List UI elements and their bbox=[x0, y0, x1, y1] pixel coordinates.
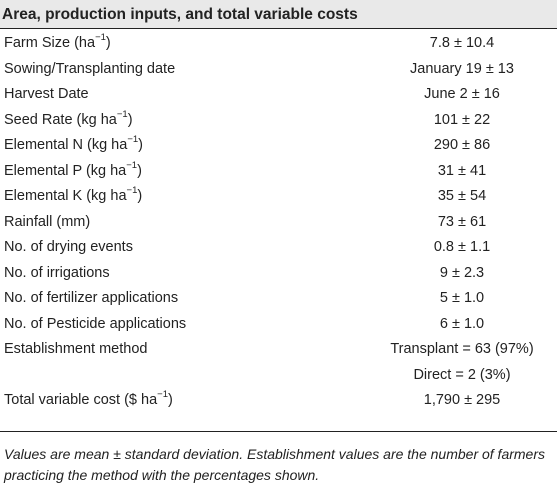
row-value: 6 ± 1.0 bbox=[439, 315, 485, 332]
row-value: June 2 ± 16 bbox=[424, 86, 500, 102]
row-label: Elemental N (kg ha−1) bbox=[4, 133, 143, 159]
row-value: 9 ± 2.3 bbox=[439, 264, 485, 281]
row-value: 1,790 ± 295 bbox=[423, 392, 501, 408]
table-row: Elemental P (kg ha−1) 31 ± 41 bbox=[0, 159, 557, 185]
row-label: Elemental P (kg ha−1) bbox=[4, 159, 142, 185]
table-row: Farm Size (ha−1) 7.8 ± 10.4 bbox=[0, 31, 557, 57]
table-row: Rainfall (mm) 73 ± 61 bbox=[0, 210, 557, 236]
table-row: No. of Pesticide applications 6 ± 1.0 bbox=[0, 312, 557, 338]
row-label: No. of drying events bbox=[4, 235, 133, 261]
row-label-superscript: −1 bbox=[116, 108, 128, 120]
table-body: Farm Size (ha−1) 7.8 ± 10.4 Sowing/Transpl… bbox=[0, 31, 557, 414]
row-label-text: Sowing/Transplanting date bbox=[4, 60, 176, 77]
row-label-text: Elemental P (kg ha bbox=[4, 162, 127, 179]
row-label-suffix: ) bbox=[105, 35, 111, 51]
row-label: Total variable cost ($ ha−1) bbox=[4, 388, 173, 414]
table-row: Establishment method Transplant = 63 (97%… bbox=[0, 337, 557, 363]
row-label-text: Rainfall (mm) bbox=[4, 213, 91, 230]
row-label: Rainfall (mm) bbox=[4, 210, 90, 236]
table-row: No. of irrigations 9 ± 2.3 bbox=[0, 261, 557, 287]
table-footnote: Values are mean ± standard deviation. Es… bbox=[4, 446, 546, 483]
row-value: January 19 ± 13 bbox=[410, 60, 514, 77]
row-label-text: No. of drying events bbox=[4, 239, 133, 255]
table-row: Direct = 2 (3%) bbox=[0, 363, 557, 389]
row-label-superscript: −1 bbox=[127, 134, 139, 146]
table-row: Elemental K (kg ha−1) 35 ± 54 bbox=[0, 184, 557, 210]
row-label: Sowing/Transplanting date bbox=[4, 57, 175, 83]
row-label-superscript: −1 bbox=[126, 185, 138, 197]
row-label-text: Farm Size (ha bbox=[4, 35, 96, 51]
table-title: Area, production inputs, and total varia… bbox=[2, 6, 358, 23]
row-label-text: Elemental N (kg ha bbox=[4, 137, 128, 153]
row-value: 5 ± 1.0 bbox=[439, 290, 485, 306]
row-label: Elemental K (kg ha−1) bbox=[4, 184, 142, 210]
row-label-text: No. of Pesticide applications bbox=[4, 315, 187, 332]
row-label: No. of irrigations bbox=[4, 261, 110, 287]
row-label-text: Harvest Date bbox=[4, 86, 89, 102]
row-label-suffix: ) bbox=[138, 137, 143, 153]
row-label-superscript: −1 bbox=[95, 32, 106, 44]
table-row: Elemental N (kg ha−1) 290 ± 86 bbox=[0, 133, 557, 159]
header-rule bbox=[0, 28, 557, 29]
row-label-suffix: ) bbox=[137, 188, 143, 204]
row-label-text: Establishment method bbox=[4, 341, 148, 357]
table-header-band: Area, production inputs, and total varia… bbox=[0, 0, 557, 28]
row-label: No. of fertilizer applications bbox=[4, 286, 178, 312]
table-row: Sowing/Transplanting date January 19 ± 13 bbox=[0, 57, 557, 83]
table-row: Harvest Date June 2 ± 16 bbox=[0, 82, 557, 108]
row-label: Establishment method bbox=[4, 337, 147, 363]
table-row: No. of fertilizer applications 5 ± 1.0 bbox=[0, 286, 557, 312]
row-label-text: Seed Rate (kg ha bbox=[4, 111, 117, 128]
row-label-superscript: −1 bbox=[157, 389, 168, 401]
row-value: 290 ± 86 bbox=[433, 137, 491, 153]
row-label-suffix: ) bbox=[167, 392, 173, 408]
row-label-suffix: ) bbox=[127, 111, 133, 128]
table-row: Seed Rate (kg ha−1) 101 ± 22 bbox=[0, 108, 557, 134]
row-value: 0.8 ± 1.1 bbox=[433, 239, 491, 255]
row-label-text: No. of irrigations bbox=[4, 264, 110, 281]
row-label: Seed Rate (kg ha−1) bbox=[4, 108, 133, 134]
row-label: Farm Size (ha−1) bbox=[4, 31, 111, 57]
row-value: Transplant = 63 (97%) bbox=[390, 341, 534, 357]
table-row: Total variable cost ($ ha−1) 1,790 ± 295 bbox=[0, 388, 557, 414]
bottom-rule bbox=[0, 431, 557, 432]
table-row: No. of drying events 0.8 ± 1.1 bbox=[0, 235, 557, 261]
row-value: 101 ± 22 bbox=[433, 111, 491, 128]
row-label: No. of Pesticide applications bbox=[4, 312, 186, 338]
row-label-text: Total variable cost ($ ha bbox=[4, 392, 158, 408]
row-label: Harvest Date bbox=[4, 82, 89, 108]
row-value: 35 ± 54 bbox=[437, 188, 487, 204]
row-value: Direct = 2 (3%) bbox=[413, 366, 511, 383]
row-value: 7.8 ± 10.4 bbox=[429, 35, 495, 51]
row-label-suffix: ) bbox=[137, 162, 142, 179]
row-value: 73 ± 61 bbox=[437, 213, 487, 230]
row-value: 31 ± 41 bbox=[437, 162, 487, 179]
row-label-text: Elemental K (kg ha bbox=[4, 188, 127, 204]
row-label-text: No. of fertilizer applications bbox=[4, 290, 179, 306]
row-label-superscript: −1 bbox=[126, 159, 138, 171]
